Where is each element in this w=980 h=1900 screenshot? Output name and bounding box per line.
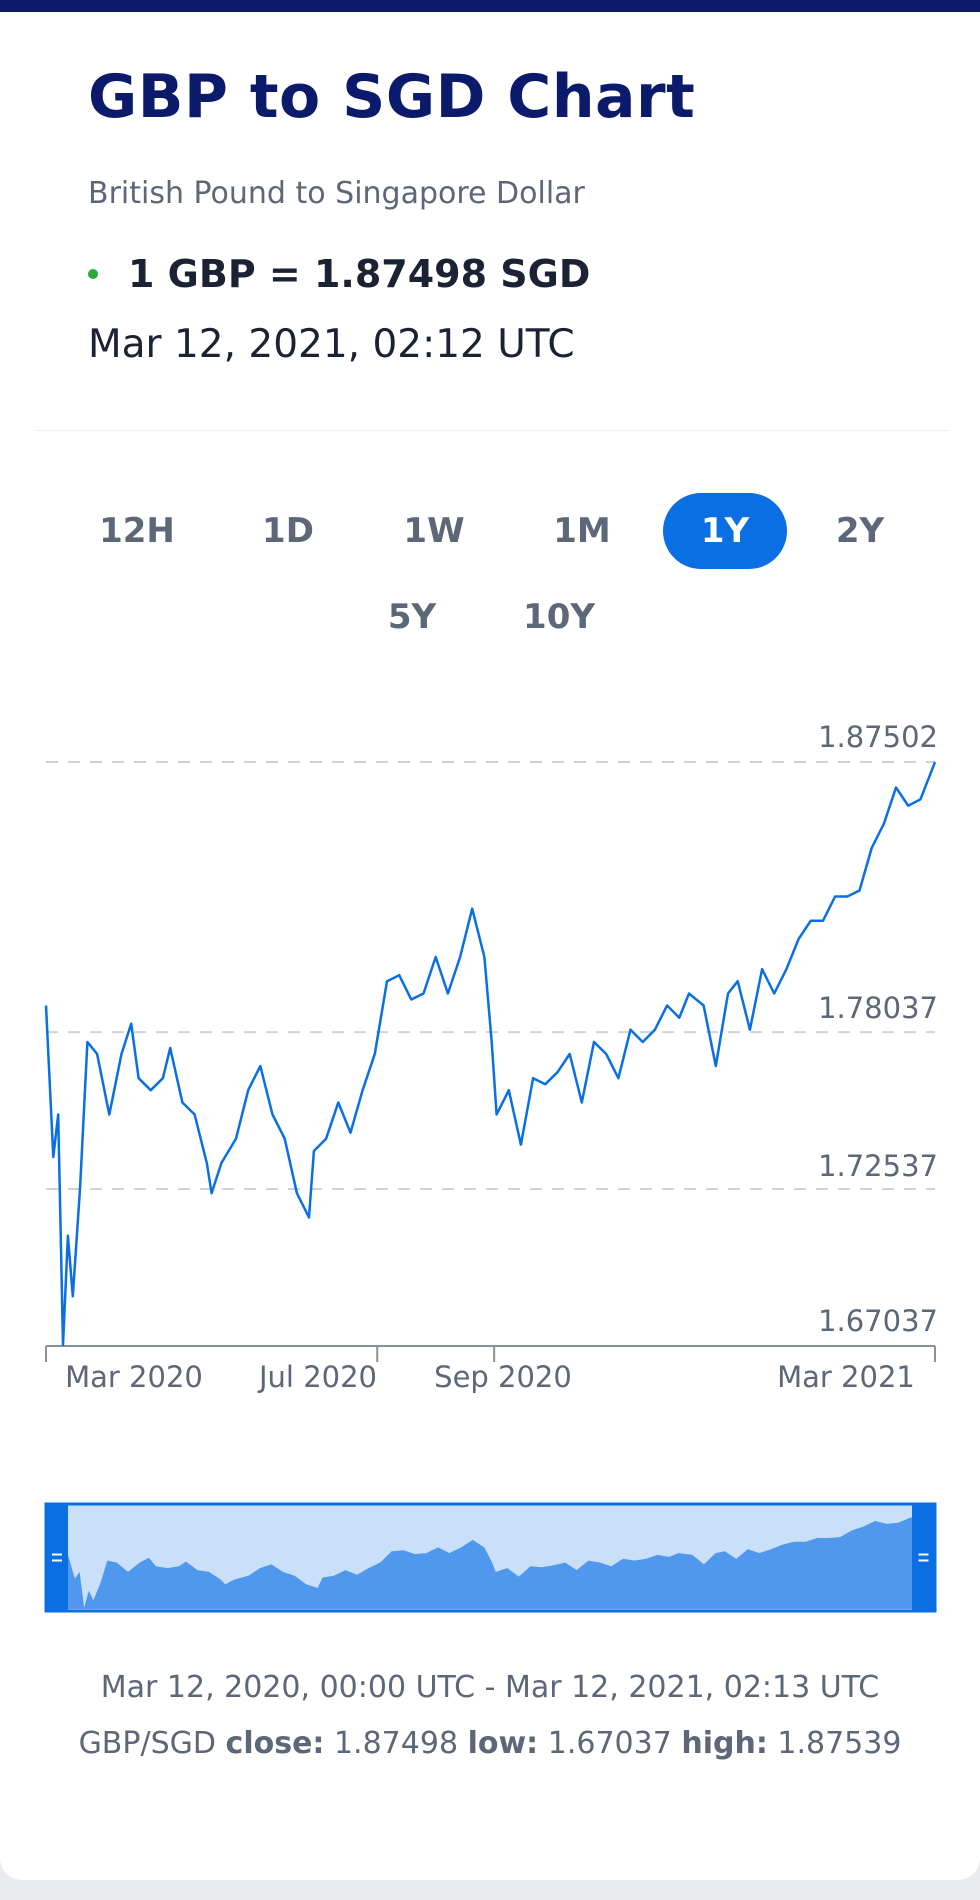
live-status-dot-icon [88,269,98,279]
y-tick-label: 1.78037 [818,991,938,1025]
range-10y-button[interactable]: 10Y [523,597,595,637]
y-tick-label: 1.67037 [818,1304,938,1338]
x-tick-label: Mar 2021 [777,1360,915,1394]
top-bar [0,0,980,12]
x-tick-label: Sep 2020 [434,1360,572,1394]
range-1w-button[interactable]: 1W [403,511,465,551]
range-1y-button[interactable]: 1Y [663,493,787,569]
y-tick-label: 1.72537 [818,1149,938,1183]
navigator-right-handle[interactable] [912,1504,935,1611]
range-1d-button[interactable]: 1D [262,511,314,551]
close-label: close: [225,1726,325,1761]
range-5y-button[interactable]: 5Y [387,597,437,637]
close-value: 1.87498 [333,1726,459,1761]
range-12h-button[interactable]: 12H [99,511,175,551]
divider [35,430,950,431]
range-2y-button[interactable]: 2Y [835,511,885,551]
page-subtitle: British Pound to Singapore Dollar [88,176,585,211]
low-value: 1.67037 [547,1726,672,1761]
navigator-area [68,1517,912,1609]
current-rate: 1 GBP = 1.87498 SGD [88,252,590,296]
high-label: high: [681,1726,768,1761]
high-value: 1.87539 [777,1726,902,1761]
footer-stats: GBP/SGD close: 1.87498 low: 1.67037 high… [0,1726,980,1761]
range-1m-button[interactable]: 1M [553,511,611,551]
footer-date-range: Mar 12, 2020, 00:00 UTC - Mar 12, 2021, … [100,1670,880,1705]
page-title: GBP to SGD Chart [88,62,696,132]
rate-text: 1 GBP = 1.87498 SGD [128,252,591,296]
rate-timestamp: Mar 12, 2021, 02:12 UTC [88,322,575,367]
x-tick-label: Jul 2020 [258,1360,378,1394]
y-tick-label: 1.87502 [818,720,938,754]
series-line [44,761,937,1347]
navigator-left-handle[interactable] [46,1504,68,1611]
x-tick-label: Mar 2020 [65,1360,203,1394]
pair-label: GBP/SGD [78,1726,216,1761]
low-label: low: [467,1726,539,1761]
